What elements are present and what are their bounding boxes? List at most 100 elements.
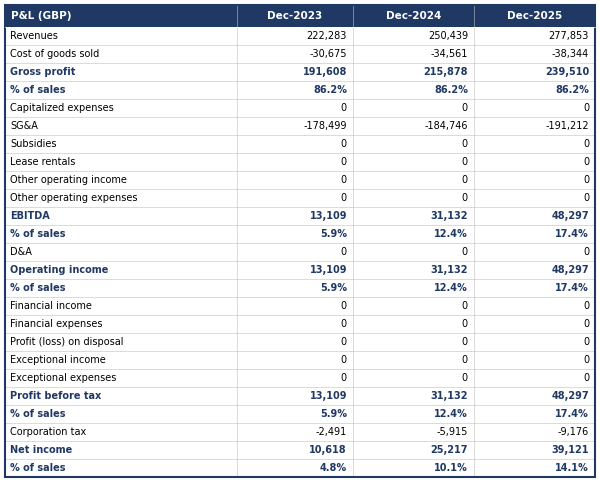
Text: Operating income: Operating income [10,265,109,275]
Text: 13,109: 13,109 [310,211,347,221]
Text: Capitalized expenses: Capitalized expenses [10,103,114,113]
Bar [5,351,237,369]
Text: Net income: Net income [10,445,72,455]
Text: % of sales: % of sales [10,409,65,419]
Text: 0: 0 [341,373,347,383]
Bar [474,297,595,315]
Bar [474,315,595,333]
Bar [353,45,474,63]
Text: 14.1%: 14.1% [555,463,589,473]
Bar [353,423,474,441]
Bar [353,243,474,261]
Text: -178,499: -178,499 [304,121,347,131]
Bar [237,117,353,135]
Text: 0: 0 [462,373,468,383]
Text: -30,675: -30,675 [310,49,347,59]
Bar [474,261,595,279]
Bar [237,153,353,171]
Bar [474,405,595,423]
Bar [5,441,237,459]
Text: 250,439: 250,439 [428,31,468,41]
Bar [474,153,595,171]
Bar [353,279,474,297]
Bar [353,405,474,423]
Bar [237,423,353,441]
Bar [237,459,353,477]
Bar [237,63,353,81]
Bar [353,171,474,189]
Bar [237,297,353,315]
Bar [474,423,595,441]
Text: 0: 0 [583,319,589,329]
Text: 0: 0 [341,103,347,113]
Bar [353,117,474,135]
Text: 5.9%: 5.9% [320,283,347,293]
Text: 0: 0 [583,193,589,203]
Bar [474,351,595,369]
Text: 5.9%: 5.9% [320,229,347,239]
Text: 0: 0 [462,103,468,113]
Text: 0: 0 [583,373,589,383]
Text: 17.4%: 17.4% [555,409,589,419]
Bar [5,27,237,45]
Bar [353,27,474,45]
Bar [237,171,353,189]
Bar [353,99,474,117]
Text: 39,121: 39,121 [551,445,589,455]
Bar [5,153,237,171]
Text: 0: 0 [462,157,468,167]
Bar [5,99,237,117]
Text: 0: 0 [462,337,468,347]
Bar [5,279,237,297]
Bar [237,135,353,153]
Text: Corporation tax: Corporation tax [10,427,86,437]
Bar [5,189,237,207]
Bar [5,423,237,441]
Bar [474,135,595,153]
Text: 31,132: 31,132 [430,265,468,275]
Text: 0: 0 [462,247,468,257]
Text: Profit (loss) on disposal: Profit (loss) on disposal [10,337,124,347]
Text: 48,297: 48,297 [551,265,589,275]
Bar [5,315,237,333]
Bar [353,135,474,153]
Bar [353,369,474,387]
Text: Dec-2025: Dec-2025 [507,11,562,21]
Text: 48,297: 48,297 [551,391,589,401]
Text: 0: 0 [462,193,468,203]
Bar [474,333,595,351]
Bar [237,189,353,207]
Text: 10.1%: 10.1% [434,463,468,473]
Text: D&A: D&A [10,247,32,257]
Bar [237,351,353,369]
Text: 0: 0 [583,175,589,185]
Bar [5,369,237,387]
Text: 5.9%: 5.9% [320,409,347,419]
Bar [353,297,474,315]
Text: Financial income: Financial income [10,301,92,311]
Bar [237,441,353,459]
Text: -9,176: -9,176 [558,427,589,437]
Text: 0: 0 [583,139,589,149]
Bar [237,279,353,297]
Bar [353,315,474,333]
Bar [474,81,595,99]
Text: 191,608: 191,608 [302,67,347,77]
Bar [353,261,474,279]
Text: 0: 0 [583,103,589,113]
Bar [353,387,474,405]
Text: 0: 0 [341,319,347,329]
Bar [237,333,353,351]
Bar [237,243,353,261]
Bar [5,297,237,315]
Text: -38,344: -38,344 [552,49,589,59]
Text: 0: 0 [341,337,347,347]
Text: Subsidies: Subsidies [10,139,56,149]
Text: 0: 0 [341,301,347,311]
Bar [5,405,237,423]
Bar [353,207,474,225]
Text: Other operating income: Other operating income [10,175,127,185]
Text: 86.2%: 86.2% [434,85,468,95]
Bar [474,243,595,261]
Text: 0: 0 [341,175,347,185]
